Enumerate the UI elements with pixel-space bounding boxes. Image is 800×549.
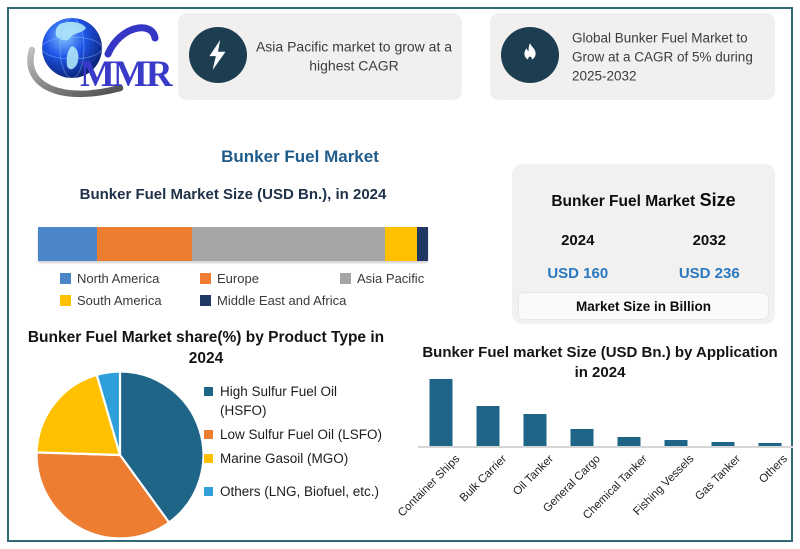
bar-fishing-vessels	[664, 440, 688, 446]
year-2024-label: 2024	[561, 232, 595, 249]
stack-segment-north-america	[38, 227, 97, 261]
axis-label-oil-tanker: Oil Tanker	[510, 453, 556, 498]
panel-values-row: USD 160 USD 236	[512, 265, 775, 282]
legend-item-europe: Europe	[200, 271, 340, 286]
legend-item-marine-gasoil-mgo: Marine Gasoil (MGO)	[204, 450, 386, 469]
stack-segment-middle-east-and-africa	[417, 227, 428, 261]
panel-title-prefix: Bunker Fuel Market	[551, 193, 696, 210]
callout-text: Asia Pacific market to grow at a highest…	[255, 37, 453, 74]
legend-item-south-america: South America	[60, 293, 200, 308]
bar-bulk-carrier	[476, 406, 500, 446]
pie-slice-marine-gasoil-mgo	[35, 373, 122, 457]
axis-label-gas-tanker: Gas Tanker	[693, 453, 744, 503]
legend-item-north-america: North America	[60, 271, 200, 286]
stack-segment-europe	[96, 227, 192, 261]
callout-global-cagr: Global Bunker Fuel Market to Grow at a C…	[490, 13, 775, 100]
stack-segment-asia-pacific	[191, 227, 386, 261]
legend-label: Asia Pacific	[357, 271, 425, 286]
axis-label-bulk-carrier: Bulk Carrier	[457, 453, 509, 505]
legend-label: South America	[77, 293, 162, 308]
market-size-unit-note: Market Size in Billion	[518, 292, 769, 320]
legend-label: Others (LNG, Biofuel, etc.)	[220, 483, 380, 499]
legend-item-asia-pacific: Asia Pacific	[340, 271, 460, 286]
pie-chart-title: Bunker Fuel Market share(%) by Product T…	[27, 329, 385, 367]
product-type-pie-chart	[34, 369, 206, 541]
bar-column-fishing-vessels: Fishing Vessels	[631, 374, 699, 518]
legend-swatch	[200, 273, 211, 284]
globe-icon	[41, 17, 103, 79]
legend-swatch	[204, 486, 213, 496]
flame-icon	[501, 27, 559, 83]
regional-chart-legend: North America Europe Asia Pacific South Ame…	[60, 271, 460, 308]
legend-swatch	[200, 295, 211, 306]
legend-swatch	[340, 273, 351, 284]
legend-label: North America	[77, 271, 160, 286]
legend-swatch	[204, 387, 213, 396]
panel-years-row: 2024 2032	[512, 232, 775, 249]
bar-column-container-ships: Container Ships	[396, 374, 465, 519]
bar-column-others: Others	[746, 374, 793, 486]
market-size-panel: Bunker Fuel Market Size 2024 2032 USD 16…	[512, 164, 775, 324]
lightning-bolt-icon	[189, 27, 247, 83]
legend-item-others-lng-biofuel-etc: Others (LNG, Biofuel, etc.)	[204, 483, 386, 502]
callout-text: Global Bunker Fuel Market to Grow at a C…	[572, 29, 753, 84]
pie-chart-legend: High Sulfur Fuel Oil (HSFO) Low Sulfur Fu…	[204, 383, 386, 506]
legend-swatch	[204, 453, 213, 463]
bar-column-oil-tanker: Oil Tanker	[511, 374, 559, 498]
application-bar-chart: Container Ships Bulk Carrier Oil Tanker Gen…	[396, 374, 793, 522]
panel-title-emphasis: Size	[699, 190, 736, 210]
mmr-logo: MMR	[27, 17, 176, 98]
legend-label: High Sulfur Fuel Oil (HSFO)	[220, 384, 338, 418]
legend-label: Middle East and Africa	[217, 293, 347, 308]
pie-slice-others-lng-biofuel-etc	[95, 370, 122, 457]
pie-slice-high-sulfur-fuel-oil-hsfo	[118, 370, 205, 524]
page-title: Bunker Fuel Market	[221, 147, 379, 166]
legend-swatch	[60, 295, 71, 306]
stack-segment-south-america	[385, 227, 418, 261]
legend-item-high-sulfur-fuel-oil-hsfo: High Sulfur Fuel Oil (HSFO)	[204, 383, 386, 421]
legend-swatch	[60, 273, 71, 284]
gray-swoosh	[27, 46, 124, 98]
legend-label: Marine Gasoil (MGO)	[220, 450, 349, 466]
callout-asia-pacific-cagr: Asia Pacific market to grow at a highest…	[178, 13, 462, 100]
bar-general-cargo	[570, 428, 594, 446]
pie-slice-low-sulfur-fuel-oil-lsfo	[35, 451, 171, 540]
legend-item-low-sulfur-fuel-oil-lsfo: Low Sulfur Fuel Oil (LSFO)	[204, 426, 386, 445]
year-2032-label: 2032	[692, 232, 726, 249]
legend-label: Low Sulfur Fuel Oil (LSFO)	[220, 426, 383, 442]
regional-stacked-bar	[38, 227, 428, 261]
bar-gas-tanker	[711, 442, 735, 446]
value-2024: USD 160	[547, 265, 609, 282]
bar-column-chemical-tanker: Chemical Tanker	[581, 374, 653, 522]
bar-column-gas-tanker: Gas Tanker	[693, 374, 746, 503]
legend-label: Europe	[217, 271, 259, 286]
axis-label-others: Others	[757, 453, 791, 486]
bar-others	[758, 443, 782, 446]
bar-column-general-cargo: General Cargo	[541, 374, 606, 515]
blue-swoosh	[104, 24, 159, 58]
regional-chart-title: Bunker Fuel Market Size (USD Bn.), in 20…	[79, 186, 387, 203]
bar-column-bulk-carrier: Bulk Carrier	[457, 374, 512, 504]
legend-item-middle-east-and-africa: Middle East and Africa	[200, 293, 346, 308]
legend-swatch	[204, 429, 213, 439]
application-chart-title: Bunker Fuel market Size (USD Bn.) by App…	[422, 344, 778, 382]
value-2032: USD 236	[678, 265, 740, 282]
market-size-panel-title: Bunker Fuel Market Size	[512, 190, 775, 211]
bar-oil-tanker	[523, 413, 547, 446]
axis-label-container-ships: Container Ships	[395, 453, 462, 520]
bar-container-ships	[429, 378, 453, 446]
logo-brand-text: MMR	[80, 54, 174, 95]
bar-chemical-tanker	[617, 437, 641, 446]
